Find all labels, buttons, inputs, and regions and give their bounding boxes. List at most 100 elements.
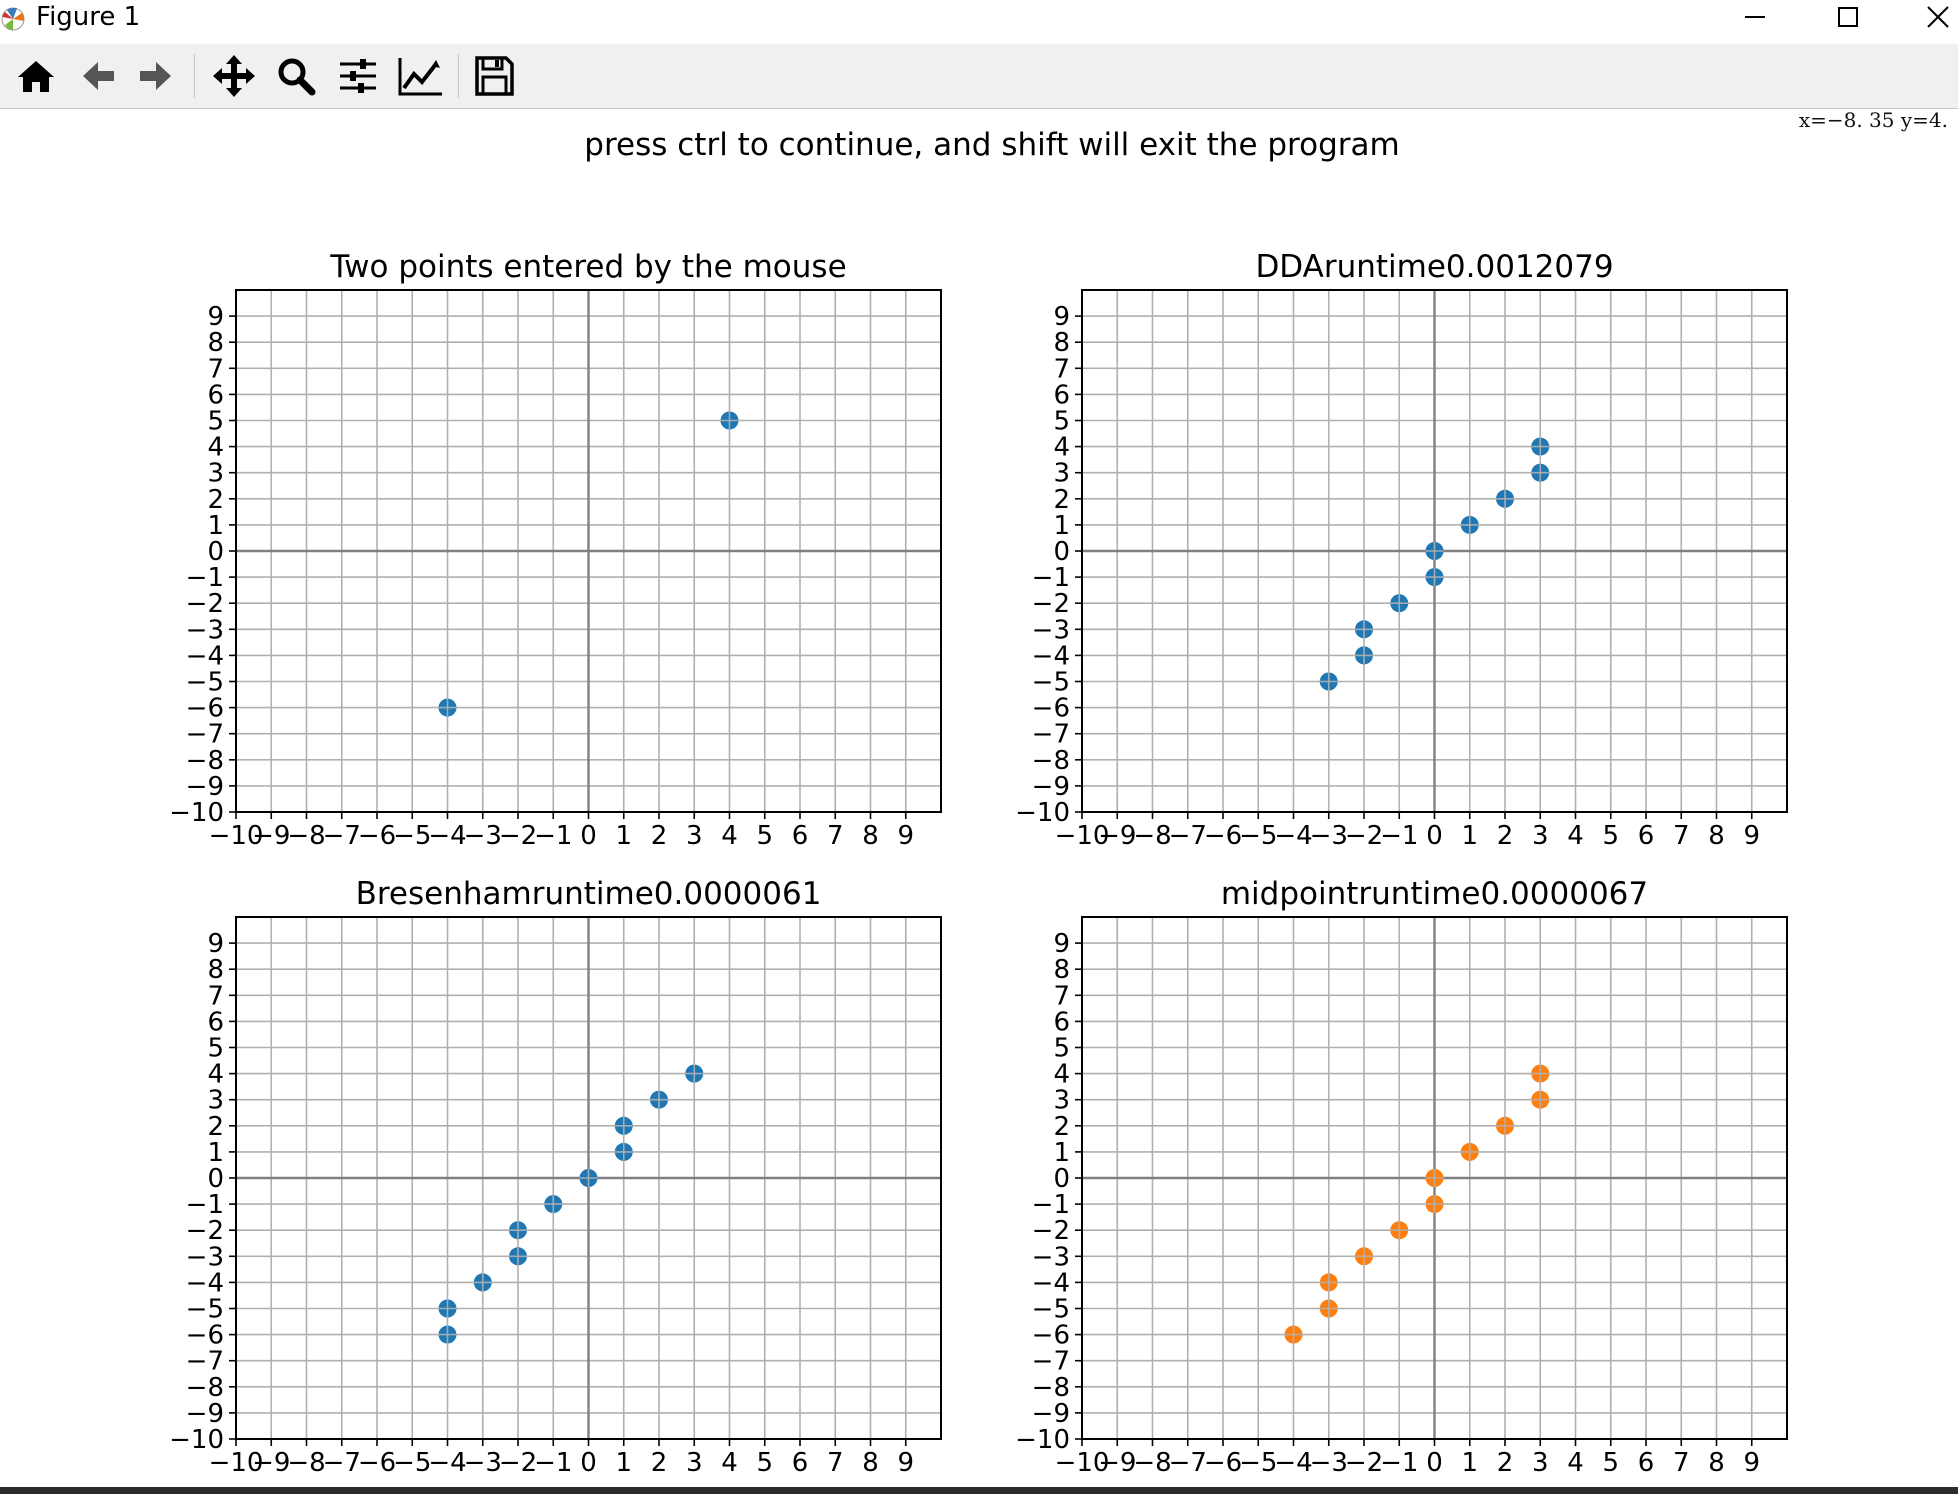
toolbar-separator (458, 54, 459, 98)
scatter-point (1319, 672, 1338, 691)
y-tick-label: −5 (1032, 1295, 1070, 1325)
y-tick-label: 5 (1053, 1034, 1070, 1064)
y-tick-label: 9 (1053, 929, 1070, 959)
y-tick-label: −5 (186, 668, 224, 698)
figure-canvas[interactable]: press ctrl to continue, and shift will e… (0, 109, 1958, 1489)
window-title: Figure 1 (36, 2, 141, 32)
x-tick-label: −5 (393, 821, 431, 851)
minimize-button[interactable] (1710, 0, 1800, 34)
scatter-point (1425, 1195, 1444, 1214)
scatter-point (509, 1221, 527, 1240)
close-icon (1927, 6, 1949, 28)
subplot-4[interactable]: −10−9−8−7−6−5−4−3−2−1 0 1 2 3 4 5 6 7 8 9−10−9−8−7… (1015, 876, 1788, 1478)
scatter-point (1425, 542, 1444, 560)
x-tick-label: 4 (1567, 1448, 1584, 1478)
y-tick-label: 1 (1053, 511, 1070, 541)
scatter-point (1496, 1116, 1514, 1135)
x-tick-label: 9 (1743, 1448, 1760, 1478)
y-tick-label: −5 (186, 1295, 224, 1325)
x-tick-label: −3 (1310, 821, 1348, 851)
forward-button[interactable] (130, 52, 182, 100)
x-tick-label: 7 (827, 821, 844, 851)
subplot-3[interactable]: −10−9−8−7−6−5−4−3−2−1 0 1 2 3 4 5 6 7 8 9−10−9−8−7… (169, 876, 942, 1478)
scatter-point (509, 1247, 527, 1266)
y-tick-label: 7 (207, 354, 224, 384)
x-tick-label: −4 (1274, 821, 1312, 851)
y-tick-label: −2 (1032, 1216, 1070, 1246)
navigation-toolbar: x=−8. 35 y=4. (0, 44, 1958, 132)
scatter-point (473, 1273, 492, 1292)
y-tick-label: 2 (207, 485, 224, 515)
x-tick-label: −6 (1204, 821, 1242, 851)
x-tick-label: 6 (792, 1448, 809, 1478)
y-tick-label: −4 (1032, 1268, 1070, 1298)
y-tick-label: 1 (207, 1138, 224, 1168)
y-tick-label: 8 (1053, 955, 1070, 985)
y-tick-label: 8 (207, 328, 224, 358)
scatter-point (614, 1116, 633, 1135)
x-tick-label: 5 (1602, 821, 1619, 851)
x-tick-label: 0 (580, 1448, 597, 1478)
line-chart-icon (398, 58, 442, 96)
x-tick-label: 3 (1532, 1448, 1549, 1478)
x-tick-label: 4 (721, 821, 738, 851)
scatter-point (438, 1325, 457, 1344)
scatter-point (1390, 1221, 1409, 1240)
x-tick-label: 3 (1532, 821, 1549, 851)
y-tick-label: −9 (186, 1399, 224, 1429)
x-tick-label: −5 (1239, 821, 1277, 851)
y-tick-label: −3 (186, 1242, 224, 1272)
x-tick-label: 3 (686, 1448, 703, 1478)
y-tick-label: 0 (207, 1164, 224, 1194)
subplot-2[interactable]: −10−9−8−7−6−5−4−3−2−1 0 1 2 3 4 5 6 7 8 9−10−9−8−7… (1015, 249, 1788, 851)
subplot-1[interactable]: −10−9−8−7−6−5−4−3−2−1 0 1 2 3 4 5 6 7 8 9−10−9−8−7… (169, 249, 942, 851)
window-titlebar: Figure 1 (0, 0, 1958, 44)
x-tick-label: 8 (862, 821, 879, 851)
x-tick-label: −4 (1274, 1448, 1312, 1478)
edit-axis-button[interactable] (394, 52, 446, 100)
y-tick-label: −6 (1032, 1321, 1070, 1351)
x-tick-label: −7 (323, 1448, 361, 1478)
x-tick-label: −1 (534, 1448, 572, 1478)
x-tick-label: 4 (721, 1448, 738, 1478)
x-tick-label: 8 (862, 1448, 879, 1478)
x-tick-label: 5 (756, 1448, 773, 1478)
x-tick-label: 1 (1461, 1448, 1478, 1478)
x-tick-label: −7 (1169, 1448, 1207, 1478)
scatter-point (1355, 620, 1373, 639)
scatter-point (1355, 646, 1373, 665)
y-tick-label: 6 (1053, 380, 1070, 410)
x-tick-label: 0 (1426, 1448, 1443, 1478)
configure-subplots-button[interactable] (332, 52, 384, 100)
save-button[interactable] (468, 52, 520, 100)
scatter-point (720, 411, 739, 430)
maximize-button[interactable] (1803, 0, 1893, 34)
subplot-title: midpointruntime0.0000067 (1221, 876, 1648, 912)
x-tick-label: −3 (464, 1448, 502, 1478)
x-tick-label: −2 (1345, 1448, 1383, 1478)
y-tick-label: 7 (1053, 354, 1070, 384)
scatter-point (544, 1195, 563, 1214)
x-tick-label: −8 (1133, 821, 1171, 851)
scatter-point (1390, 594, 1409, 613)
y-tick-label: 6 (207, 1007, 224, 1037)
pan-button[interactable] (208, 52, 260, 100)
x-tick-label: 9 (1743, 821, 1760, 851)
y-tick-label: 4 (207, 433, 224, 463)
x-tick-label: 2 (1497, 1448, 1514, 1478)
x-tick-label: −9 (1098, 1448, 1136, 1478)
y-tick-label: 5 (1053, 407, 1070, 437)
x-tick-label: 2 (651, 1448, 668, 1478)
scatter-point (1531, 463, 1550, 482)
x-tick-label: 7 (827, 1448, 844, 1478)
x-tick-label: 5 (1602, 1448, 1619, 1478)
x-tick-label: −8 (287, 1448, 325, 1478)
zoom-button[interactable] (270, 52, 322, 100)
close-button[interactable] (1893, 0, 1958, 34)
home-button[interactable] (10, 52, 62, 100)
x-tick-label: −2 (499, 821, 537, 851)
x-tick-label: −5 (1239, 1448, 1277, 1478)
y-tick-label: −8 (1032, 1373, 1070, 1403)
y-tick-label: 7 (1053, 981, 1070, 1011)
back-button[interactable] (72, 52, 124, 100)
